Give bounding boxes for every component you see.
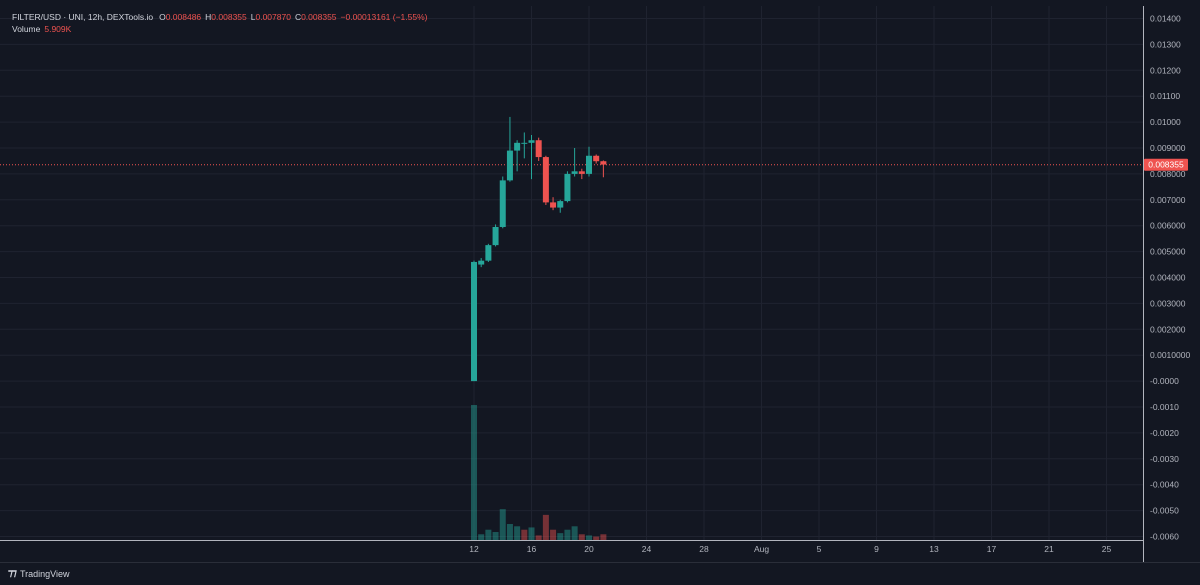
x-tick-label: 16 — [527, 544, 537, 554]
tradingview-brand: TradingView — [19, 568, 70, 579]
volume-bar — [564, 529, 571, 540]
chart-canvas[interactable]: 0.01400 0.01300 0.01200 0.01100 0.01000 0.009… — [0, 0, 1200, 562]
candle-body — [600, 161, 607, 165]
candle-body — [528, 140, 535, 143]
y-tick-label: 0.01300 — [1150, 39, 1181, 49]
last-price-tag-label: 0.008355 — [1148, 160, 1184, 170]
volume-bar — [550, 529, 557, 540]
candle-body — [586, 155, 592, 174]
x-tick-label: 9 — [874, 544, 879, 554]
y-tick-label: -0.0050 — [1150, 506, 1179, 516]
change-value: −0.00013161 (−1.55%) — [340, 12, 428, 22]
low-label: L — [250, 12, 256, 22]
x-tick-label: 21 — [1044, 544, 1054, 554]
candle-body — [564, 173, 571, 202]
candle-body — [478, 260, 485, 265]
footer-bar: ⁊⁊ TradingView — [0, 562, 1200, 585]
price-chart[interactable]: 0.01400 0.01300 0.01200 0.01100 0.01000 0.009… — [0, 0, 1200, 562]
volume-bar — [514, 526, 521, 540]
volume-bar — [478, 534, 485, 540]
y-tick-label: 0.008000 — [1150, 169, 1186, 179]
close-label: C — [294, 12, 302, 22]
volume-bar — [499, 509, 506, 540]
candle-body — [542, 157, 549, 203]
y-tick-label: -0.0030 — [1150, 454, 1179, 464]
x-tick-label: 25 — [1102, 544, 1112, 554]
tradingview-logo[interactable]: ⁊⁊ TradingView — [8, 568, 69, 579]
close-value: 0.008355 — [301, 12, 337, 22]
high-value: 0.008355 — [211, 12, 247, 22]
volume-bar — [593, 536, 600, 540]
y-tick-label: 0.01200 — [1150, 65, 1181, 75]
y-tick-label: 0.005000 — [1150, 247, 1186, 257]
candle-body — [471, 261, 477, 382]
y-tick-label: 0.002000 — [1150, 324, 1186, 334]
volume-value: 5.909K — [44, 24, 72, 34]
x-tick-label: 13 — [929, 544, 939, 554]
volume-row: Volume 5.909K — [12, 23, 428, 35]
high-label: H — [205, 12, 212, 22]
y-tick-label: -0.0010 — [1150, 402, 1179, 412]
y-tick-label: -0.0040 — [1150, 480, 1179, 490]
y-tick-label: 0.0010000 — [1150, 350, 1190, 360]
y-tick-label: -0.0060 — [1150, 532, 1179, 542]
y-tick-label: 0.006000 — [1150, 221, 1186, 231]
candle-body — [550, 202, 557, 208]
y-tick-label: 0.01400 — [1150, 14, 1181, 24]
symbol-label[interactable]: FILTER/USD · UNI, 12h, DEXTools.io — [12, 12, 154, 22]
volume-bar — [528, 527, 535, 540]
candle-body — [578, 171, 585, 174]
tradingview-icon: ⁊⁊ — [8, 568, 17, 579]
volume-bar — [471, 405, 477, 540]
candle-body — [535, 140, 542, 158]
open-value: 0.008486 — [165, 12, 202, 22]
y-tick-label: 0.009000 — [1150, 143, 1186, 153]
candle-body — [557, 201, 564, 208]
volume-bar — [492, 532, 499, 540]
x-tick-label: Aug — [754, 544, 769, 554]
low-value: 0.007870 — [255, 12, 291, 22]
y-tick-label: 0.01100 — [1150, 91, 1180, 101]
candle-body — [514, 142, 521, 151]
volume-bar — [542, 514, 549, 540]
y-tick-label: 0.003000 — [1150, 298, 1186, 308]
volume-bar — [506, 524, 513, 540]
x-tick-label: 28 — [699, 544, 709, 554]
y-tick-label: -0.0020 — [1150, 428, 1179, 438]
candle-body — [571, 171, 578, 174]
candle-body — [499, 180, 506, 227]
volume-label: Volume — [12, 24, 41, 34]
y-tick-label: 0.01000 — [1150, 117, 1181, 127]
candle-body — [506, 150, 513, 181]
volume-bar — [535, 535, 542, 540]
volume-bar — [521, 529, 528, 540]
x-tick-label: 17 — [987, 544, 997, 554]
x-tick-label: 12 — [469, 544, 479, 554]
y-tick-label: 0.004000 — [1150, 273, 1186, 283]
volume-bar — [557, 533, 564, 540]
volume-bar — [485, 529, 492, 540]
chart-background — [0, 0, 1200, 562]
candle-body — [485, 245, 492, 261]
ohlc-row: FILTER/USD · UNI, 12h, DEXTools.io O0.00… — [12, 11, 428, 23]
volume-bar — [571, 526, 578, 540]
volume-bar — [600, 534, 607, 540]
volume-bar — [578, 534, 585, 540]
candle-body — [521, 142, 528, 144]
open-label: O — [159, 12, 166, 22]
x-tick-label: 5 — [817, 544, 822, 554]
candle-body — [593, 155, 600, 162]
y-tick-label: -0.0000 — [1150, 376, 1179, 386]
chart-legend: FILTER/USD · UNI, 12h, DEXTools.io O0.00… — [12, 11, 428, 35]
candle-body — [492, 226, 499, 246]
last-price-tag — [1144, 158, 1188, 171]
y-tick-label: 0.007000 — [1150, 195, 1186, 205]
x-tick-label: 24 — [642, 544, 652, 554]
x-tick-label: 20 — [584, 544, 594, 554]
volume-bar — [586, 535, 592, 540]
